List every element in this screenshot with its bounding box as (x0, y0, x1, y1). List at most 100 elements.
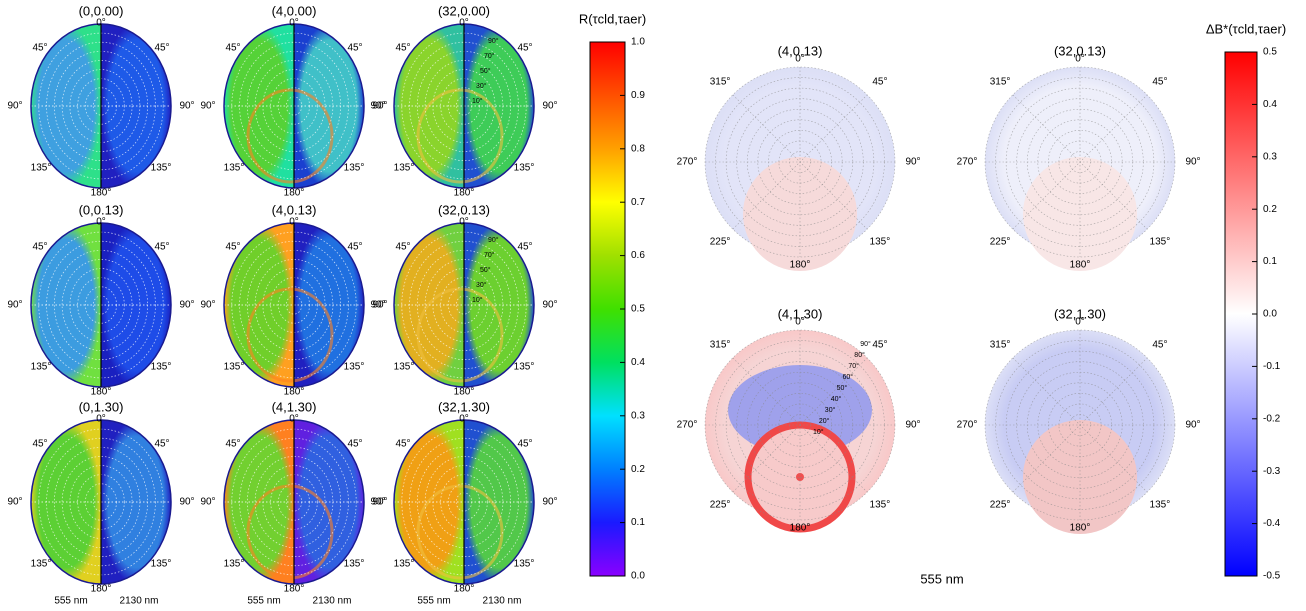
angle-label: 135° (1150, 500, 1171, 511)
colorbar-tick-label: 0.2 (1263, 204, 1277, 215)
colorbar-tick-label: -0.1 (1263, 361, 1281, 372)
angle-label: 180° (284, 584, 305, 595)
angle-label: 135° (514, 362, 535, 373)
grid-circle (239, 240, 349, 370)
angle-label: 90° (200, 101, 215, 112)
radial-label: 30° (476, 281, 487, 289)
angle-label: 90° (905, 420, 920, 431)
angle-label: 270° (677, 157, 698, 168)
angle-label: 0° (459, 217, 469, 228)
angle-label: 45° (517, 439, 532, 450)
angle-label: 135° (514, 559, 535, 570)
wavelength-label: 555 nm (247, 596, 280, 607)
colorbar (1224, 51, 1258, 577)
grid-circle (448, 286, 480, 324)
angle-label: 45° (154, 439, 169, 450)
radial-label: 10° (472, 97, 483, 105)
angle-label: 45° (32, 439, 47, 450)
colorbar-tick-label: 0.5 (1263, 47, 1277, 58)
radial-label: 30° (476, 82, 487, 90)
colorbar-tick-label: 0.0 (631, 571, 645, 582)
grid-circle (448, 483, 480, 521)
angle-label: 90° (179, 101, 194, 112)
angle-label: 90° (179, 300, 194, 311)
grid-circle (409, 437, 519, 567)
colorbar-tick-label: 0.1 (631, 517, 645, 528)
angle-label: 90° (200, 300, 215, 311)
wavelength-label: 2130 nm (313, 596, 352, 607)
angle-label: 45° (1152, 77, 1167, 88)
grid-circle (278, 87, 310, 125)
angle-label: 45° (347, 43, 362, 54)
angle-label: 315° (710, 77, 731, 88)
angle-label: 225° (710, 500, 731, 511)
angle-label: 90° (7, 101, 22, 112)
angle-label: 180° (284, 188, 305, 199)
panel-title: (4,0.13) (272, 202, 317, 217)
radial-label: 20° (819, 417, 830, 425)
colorbar-tick-label: 0.3 (1263, 151, 1277, 162)
grid-circle (85, 286, 117, 324)
panel-title: (4,1.30) (272, 399, 317, 414)
wavelength-label: 555 nm (417, 596, 450, 607)
angle-label: 315° (990, 340, 1011, 351)
angle-label: 45° (395, 43, 410, 54)
colorbar-tick-label: -0.3 (1263, 466, 1281, 477)
angle-label: 45° (1152, 340, 1167, 351)
radial-label: 70° (484, 52, 495, 60)
angle-label: 180° (91, 387, 112, 398)
colorbar-label: R(τcld,τaer) (579, 11, 646, 26)
angle-label: 45° (32, 242, 47, 253)
panel-title: (32,1.30) (438, 399, 490, 414)
angle-label: 135° (31, 559, 52, 570)
polar-panel (30, 23, 172, 189)
grid-line (732, 94, 868, 230)
angle-label: 90° (370, 300, 385, 311)
glory-ring (416, 287, 504, 383)
angle-label: 135° (394, 559, 415, 570)
grid-circle (409, 41, 519, 171)
polar-panel (223, 23, 365, 189)
polar-panel (393, 222, 535, 388)
angle-label: 0° (289, 18, 299, 29)
angle-label: 90° (370, 101, 385, 112)
angle-label: 180° (91, 584, 112, 595)
angle-label: 45° (225, 439, 240, 450)
grid-circle (46, 240, 156, 370)
colorbar (589, 41, 626, 577)
angle-label: 45° (395, 439, 410, 450)
grid-circle (278, 286, 310, 324)
angle-label: 315° (710, 340, 731, 351)
angle-label: 0° (459, 414, 469, 425)
glory-ring (416, 484, 504, 580)
angle-label: 90° (179, 497, 194, 508)
colorbar-tick-label: 1.0 (631, 37, 645, 48)
radial-label: 90° (488, 37, 499, 45)
angle-label: 180° (454, 584, 475, 595)
angle-label: 270° (957, 420, 978, 431)
radial-label: 30° (825, 406, 836, 414)
grid-circle (278, 483, 310, 521)
radial-label: 50° (480, 67, 491, 75)
radial-label: 50° (837, 384, 848, 392)
polar-panel (30, 222, 172, 388)
grid-circle (46, 41, 156, 171)
angle-label: 90° (372, 300, 387, 311)
colorbar-tick-label: -0.2 (1263, 413, 1281, 424)
colorbar-tick-label: 0.6 (631, 250, 645, 261)
grid-circle (409, 240, 519, 370)
angle-label: 0° (96, 414, 106, 425)
angle-label: 90° (372, 497, 387, 508)
colorbar-tick-label: 0.0 (1263, 309, 1277, 320)
colorbar-label: ΔB*(τcld,τaer) (1206, 21, 1286, 36)
angle-label: 225° (990, 237, 1011, 248)
polar-panel (704, 329, 896, 533)
angle-label: 45° (225, 43, 240, 54)
grid-circle (46, 437, 156, 567)
angle-label: 90° (542, 497, 557, 508)
angle-label: 135° (394, 362, 415, 373)
radial-label: 80° (854, 351, 865, 359)
radial-label: 50° (480, 266, 491, 274)
x-axis-label: 555 nm (920, 571, 963, 586)
angle-label: 0° (795, 54, 805, 65)
